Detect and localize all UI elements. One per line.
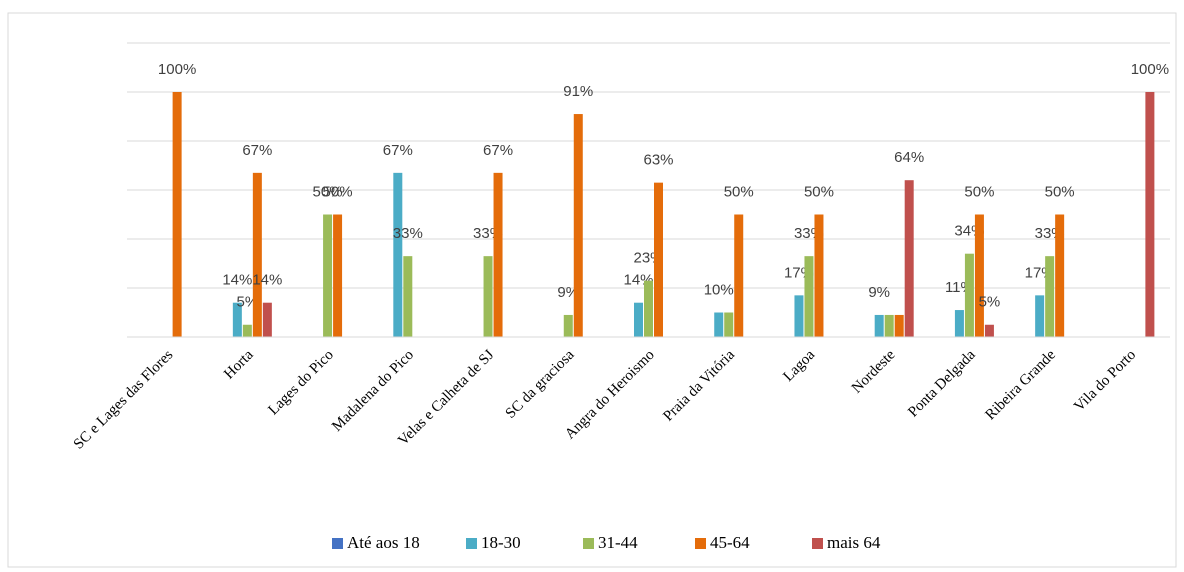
legend-label: 45-64 [710, 533, 750, 552]
bar [634, 302, 643, 337]
bar [573, 114, 583, 337]
bar [252, 172, 262, 337]
data-label: 9% [868, 284, 890, 301]
data-label: 33% [393, 225, 423, 242]
bar [954, 310, 964, 337]
bar [1035, 295, 1045, 337]
data-label: 50% [323, 183, 353, 200]
bar [242, 324, 252, 337]
bar [1055, 214, 1065, 337]
bar [483, 256, 493, 337]
bar [403, 256, 413, 337]
data-label: 10% [704, 281, 734, 298]
bar [563, 314, 573, 337]
data-label: 100% [1131, 61, 1169, 78]
data-label: 67% [483, 142, 513, 159]
legend-label: Até aos 18 [347, 533, 420, 552]
bar [262, 302, 272, 337]
data-label: 5% [979, 294, 1001, 311]
bar [1145, 92, 1155, 337]
legend-swatch [695, 538, 706, 549]
bar [794, 295, 804, 337]
bar [1045, 256, 1055, 337]
bar [333, 214, 343, 337]
data-label: 50% [724, 183, 754, 200]
data-label: 67% [242, 142, 272, 159]
data-label: 50% [804, 183, 834, 200]
data-label: 63% [643, 152, 673, 169]
legend-swatch [332, 538, 343, 549]
bar [964, 253, 974, 337]
bar [894, 314, 904, 337]
bar [874, 314, 884, 337]
data-label: 5% [237, 294, 259, 311]
legend-label: 18-30 [481, 533, 521, 552]
bar [904, 180, 914, 337]
data-label: 50% [1045, 183, 1075, 200]
data-label: 14% [222, 272, 252, 289]
bar [724, 312, 734, 337]
data-label: 64% [894, 149, 924, 166]
legend-swatch [812, 538, 823, 549]
legend-label: mais 64 [827, 533, 881, 552]
legend-swatch [583, 538, 594, 549]
bar [884, 314, 894, 337]
data-label: 91% [563, 83, 593, 100]
legend-label: 31-44 [598, 533, 638, 552]
bar [974, 214, 984, 337]
bar [172, 92, 182, 337]
bar [232, 302, 242, 337]
bar [644, 280, 653, 337]
bar [804, 256, 814, 337]
bar [393, 172, 403, 337]
data-label: 50% [313, 183, 343, 200]
bar [654, 182, 663, 337]
data-label: 100% [158, 61, 196, 78]
bar [323, 214, 333, 337]
bar [714, 312, 724, 337]
bar [493, 172, 503, 337]
bar [814, 214, 824, 337]
data-label: 9% [557, 284, 579, 301]
bar [984, 324, 994, 337]
legend-swatch [466, 538, 477, 549]
data-label: 14% [252, 272, 282, 289]
bar [734, 214, 744, 337]
data-label: 50% [964, 183, 994, 200]
data-label: 67% [383, 142, 413, 159]
